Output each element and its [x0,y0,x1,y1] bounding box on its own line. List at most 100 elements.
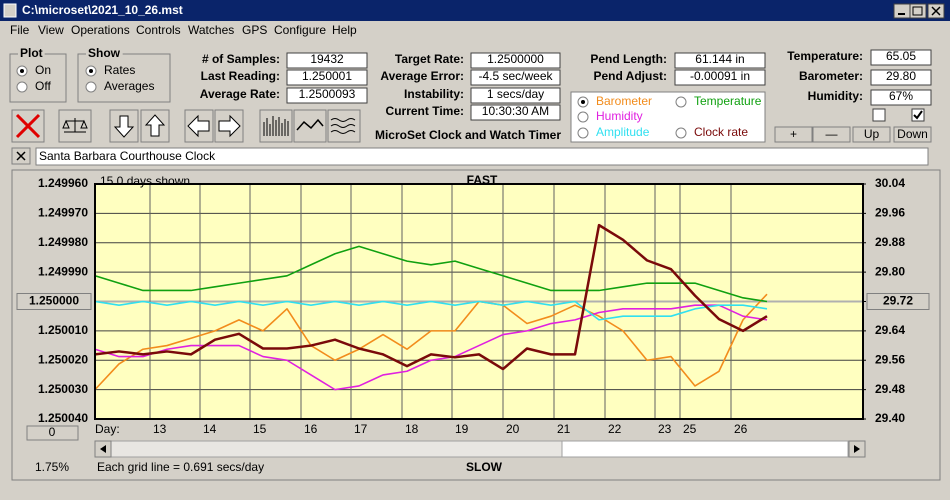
legend-label[interactable]: Barometer [596,94,652,108]
window-title: C:\microset\2021_10_26.mst [22,3,183,17]
app-icon [3,3,17,18]
day-label: 26 [734,422,748,436]
maximize-button[interactable] [909,3,927,19]
clock-name: Santa Barbara Courthouse Clock [39,149,216,163]
field-label: Target Rate: [395,52,464,66]
series-selector [570,91,766,143]
menu-item[interactable]: GPS [242,23,267,37]
legend-label[interactable]: Amplitude [596,125,650,139]
legend-label[interactable]: Humidity [596,109,643,123]
field-box [870,89,932,106]
scroll-thumb[interactable] [561,440,849,458]
icon [854,445,860,453]
day-label: 23 [658,422,672,436]
checkbox[interactable] [872,108,886,122]
percent-label: 1.75% [35,460,69,474]
series-radio-dot [581,100,585,104]
field-value: 65.05 [886,49,916,63]
group-title-bg [18,46,45,61]
menu-item[interactable]: Help [332,23,357,37]
waves-button[interactable] [327,109,361,143]
adjust-button-label: Down [897,127,928,141]
field-value: 1 secs/day [487,87,544,101]
radio-dot [20,69,24,73]
adjust-button[interactable] [893,126,932,143]
day-label: 21 [557,422,571,436]
day-label: 15 [253,422,267,436]
field-box [870,49,932,66]
legend-label[interactable]: Clock rate [694,125,748,139]
field-label: Temperature: [787,49,863,63]
zoom-button[interactable] [26,425,79,441]
radio-label[interactable]: On [35,63,51,77]
y2-tick-label: 29.96 [875,206,905,220]
series-radio[interactable] [675,96,687,108]
adjust-button[interactable] [774,126,813,143]
series-radio[interactable] [577,111,589,123]
top-label: FAST [467,173,498,187]
reference-button[interactable] [16,293,92,310]
y2-tick-label: 29.88 [875,235,905,249]
field-label: Barometer: [799,69,863,83]
y2-tick-label: 30.04 [875,176,905,190]
menu-item[interactable]: View [38,23,64,37]
icon [144,114,166,137]
y-tick-label: 1.250010 [38,323,88,337]
y-tick-label: 1.250020 [38,352,88,366]
radio-label[interactable]: Off [35,79,51,93]
minimize-button[interactable] [893,3,911,19]
menu-item[interactable]: File [10,23,30,37]
check-mark [913,110,923,120]
group-title: Show [88,46,121,60]
reference-button[interactable] [866,293,930,310]
field-box [286,87,368,104]
grid-note: Each grid line = 0.691 secs/day [97,460,264,474]
radio-label[interactable]: Rates [104,63,135,77]
field-label: Current Time: [386,104,464,118]
icon [912,6,923,16]
icon [100,445,106,453]
field-value: 19432 [310,52,344,66]
y2-tick-label: 29.40 [875,411,905,425]
radio[interactable] [85,81,97,93]
menu-item[interactable]: Watches [188,23,234,37]
field-value: 10:30:30 AM [482,104,549,118]
toolbar [11,109,361,143]
series-radio[interactable] [577,127,589,139]
field-value: -4.5 sec/week [478,69,553,83]
series-line [94,223,768,371]
day-label: 17 [354,422,368,436]
group-box [77,53,171,103]
clock-name-box[interactable] [35,147,929,166]
series-line [94,245,768,303]
field-label: Humidity: [808,89,863,103]
y2-tick-label: 29.72 [883,294,913,308]
wave-button[interactable] [293,109,327,143]
menu-item[interactable]: Configure [274,23,326,37]
radio[interactable] [16,81,28,93]
icon [263,116,289,136]
y-tick-label: 1.250030 [38,382,88,396]
series-radio[interactable] [675,127,687,139]
adjust-button[interactable] [812,126,851,143]
adjust-button-label: + [790,127,797,141]
scrollbar[interactable] [94,440,866,458]
group-title: Plot [20,46,43,60]
group-title-bg [86,46,123,61]
bars-button[interactable] [259,109,293,143]
legend-label[interactable]: Temperature [694,94,762,108]
day-label: 19 [455,422,469,436]
icon [16,151,26,161]
field-value: 29.80 [886,69,916,83]
radio-label[interactable]: Averages [104,79,154,93]
radio-dot [89,69,93,73]
field-box [470,69,561,86]
menu-item[interactable]: Controls [136,23,181,37]
menu-item[interactable]: Operations [71,23,130,37]
field-value: 1.2500000 [487,52,544,66]
adjust-button[interactable] [852,126,891,143]
field-box [470,52,561,69]
field-box [870,69,932,86]
field-value: 1.250001 [302,69,352,83]
